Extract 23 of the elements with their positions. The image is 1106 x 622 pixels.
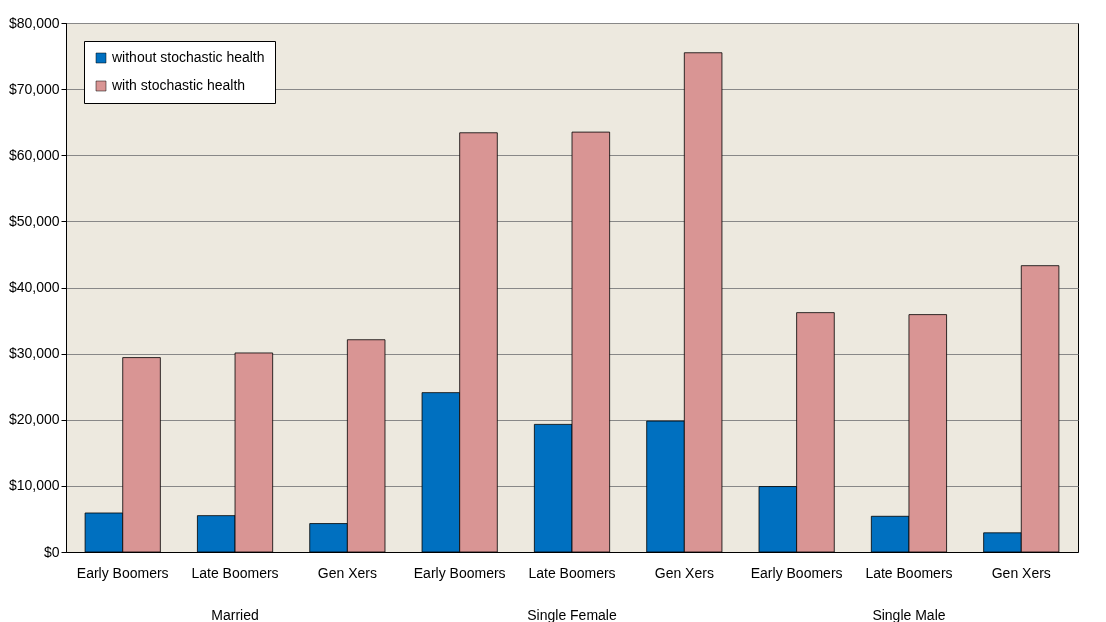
y-tick-label: $40,000 — [8, 279, 60, 295]
y-tick-label: $0 — [43, 543, 60, 560]
x-tick-label: Early Boomers — [76, 564, 169, 581]
x-tick-label: Late Boomers — [865, 564, 953, 581]
text: Married — [211, 607, 259, 622]
x-tick-label: Late Boomers — [191, 564, 279, 581]
legend-label: without stochastic health — [111, 49, 265, 65]
y-tick-label: $70,000 — [8, 80, 60, 97]
y-tick-label: $20,000 — [8, 411, 60, 428]
text: Single Female — [527, 607, 617, 622]
y-tick-label: $60,000 — [8, 146, 60, 163]
text: Single Male — [872, 607, 946, 622]
x-tick-label: Gen Xers — [317, 564, 377, 581]
y-tick-label: $30,000 — [8, 345, 60, 362]
x-tick-label: Gen Xers — [991, 564, 1051, 581]
x-tick-label: Gen Xers — [654, 564, 714, 581]
y-tick-label: $10,000 — [8, 477, 60, 494]
legend-label: with stochastic health — [111, 77, 246, 93]
y-tick-label: $50,000 — [8, 212, 60, 229]
x-tick-label: Early Boomers — [413, 564, 506, 581]
y-tick-label: $80,000 — [8, 14, 60, 31]
x-tick-label: Early Boomers — [750, 564, 843, 581]
x-tick-label: Late Boomers — [528, 564, 616, 581]
